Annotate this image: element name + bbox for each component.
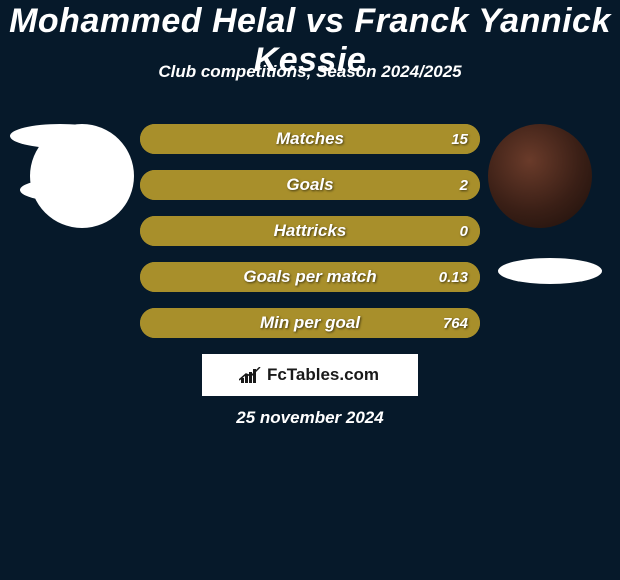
stat-bar: Min per goal764 (140, 308, 480, 338)
stat-bar-label: Goals per match (140, 262, 480, 292)
brand-badge: FcTables.com (202, 354, 418, 396)
avatar-shadow-right (498, 258, 602, 284)
stat-bar: Goals per match0.13 (140, 262, 480, 292)
bar-chart-icon (241, 367, 261, 383)
stat-bar: Goals2 (140, 170, 480, 200)
stat-bar: Matches15 (140, 124, 480, 154)
stat-bar-label: Hattricks (140, 216, 480, 246)
comparison-infographic: Mohammed Helal vs Franck Yannick Kessie … (0, 0, 620, 580)
brand-text: FcTables.com (267, 365, 379, 385)
stat-bar-label: Goals (140, 170, 480, 200)
player-avatar-left (30, 124, 134, 228)
stat-bars: Matches15 Goals2 Hattricks0 Goals per match… (140, 124, 480, 354)
player-avatar-right (488, 124, 592, 228)
stat-bar-value-right: 0 (460, 216, 468, 246)
stat-bar-label: Min per goal (140, 308, 480, 338)
subtitle: Club competitions, Season 2024/2025 (0, 62, 620, 82)
date-text: 25 november 2024 (0, 408, 620, 428)
stat-bar-value-right: 15 (451, 124, 468, 154)
stat-bar: Hattricks0 (140, 216, 480, 246)
stat-bar-label: Matches (140, 124, 480, 154)
stat-bar-value-right: 764 (443, 308, 468, 338)
stat-bar-value-right: 2 (460, 170, 468, 200)
stat-bar-value-right: 0.13 (439, 262, 468, 292)
